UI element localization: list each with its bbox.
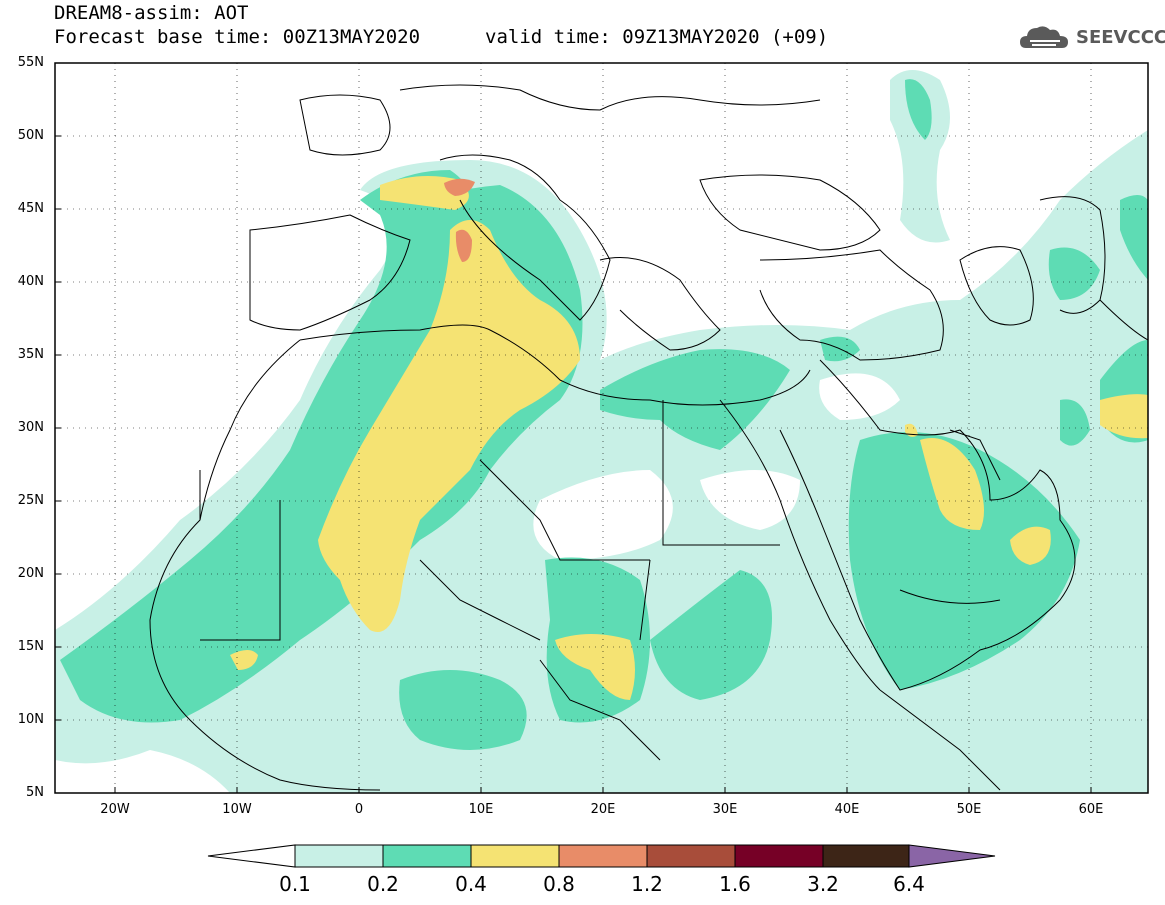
- colorbar-bin-5: [646, 844, 736, 868]
- colorbar-bin-4: [558, 844, 648, 868]
- colorbar-label: 0.1: [279, 872, 311, 896]
- colorbar-label: 3.2: [807, 872, 839, 896]
- coastlines: [149, 84, 1149, 791]
- lon-label: 10E: [468, 802, 494, 817]
- lat-label: 40N: [17, 274, 44, 289]
- lat-label: 15N: [17, 639, 44, 654]
- colorbar-label: 1.6: [719, 872, 751, 896]
- lat-label: 20N: [17, 566, 44, 581]
- lat-label: 55N: [17, 55, 44, 70]
- lon-label: 50E: [956, 802, 982, 817]
- colorbar-bin-7: [822, 844, 910, 868]
- lon-label: 20W: [100, 802, 130, 817]
- lon-label: 10W: [222, 802, 252, 817]
- colorbar-bin-3: [470, 844, 560, 868]
- colorbar: [207, 844, 996, 868]
- lat-label: 45N: [17, 201, 44, 216]
- lon-label: 20E: [590, 802, 616, 817]
- colorbar-label: 0.8: [543, 872, 575, 896]
- colorbar-label: 1.2: [631, 872, 663, 896]
- seevccc-logo: SEEVCCC: [1018, 20, 1165, 56]
- colorbar-bin-2: [382, 844, 472, 868]
- lat-label: 35N: [17, 347, 44, 362]
- lon-label: 0: [354, 802, 364, 817]
- colorbar-label: 0.4: [455, 872, 487, 896]
- lon-label: 40E: [834, 802, 860, 817]
- cloud-icon: [1020, 26, 1068, 48]
- lat-label: 25N: [17, 493, 44, 508]
- valid-time: valid time: 09Z13MAY2020 (+09): [485, 26, 829, 48]
- colorbar-label: 0.2: [367, 872, 399, 896]
- lat-label: 10N: [17, 712, 44, 727]
- axis-ticks: [55, 62, 1092, 793]
- colorbar-bin-6: [734, 844, 824, 868]
- lon-label: 30E: [712, 802, 738, 817]
- graticule: [55, 63, 1148, 793]
- forecast-base-time: Forecast base time: 00Z13MAY2020: [54, 26, 421, 48]
- colorbar-under-triangle: [207, 844, 296, 868]
- colorbar-label: 6.4: [893, 872, 925, 896]
- colorbar-over-triangle: [908, 844, 996, 868]
- chart-title: DREAM8-assim: AOT: [54, 2, 249, 24]
- lat-label: 30N: [17, 420, 44, 435]
- lat-label: 5N: [26, 785, 44, 800]
- colorbar-bin-1: [294, 844, 384, 868]
- aot-field: [55, 63, 1148, 793]
- lat-label: 50N: [17, 128, 44, 143]
- lon-label: 60E: [1078, 802, 1104, 817]
